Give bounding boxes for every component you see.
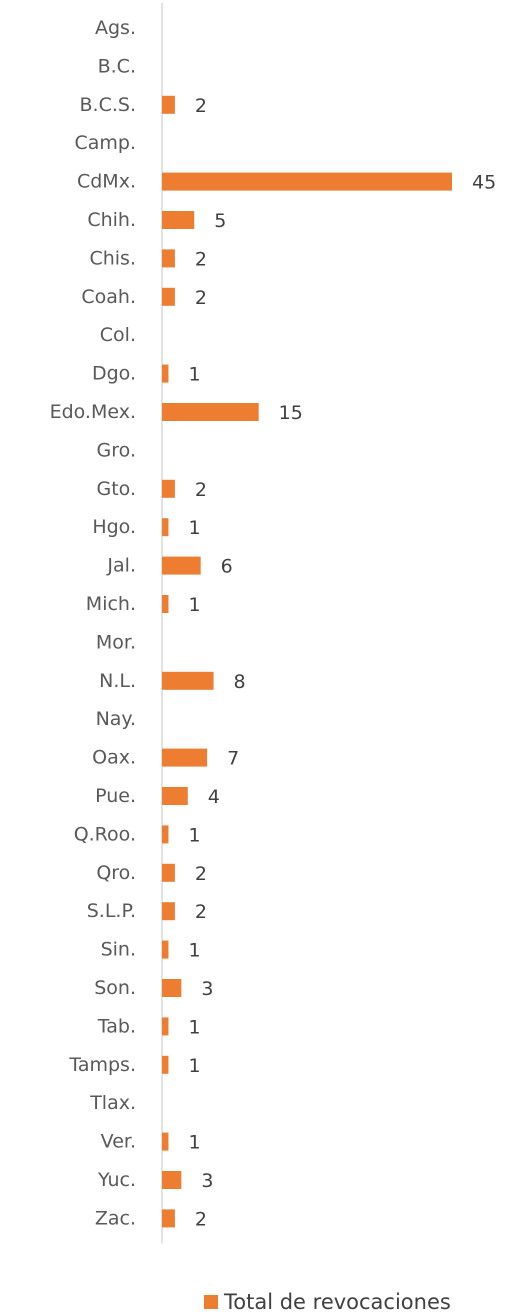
bar-jal xyxy=(162,556,201,575)
value-label-gto: 2 xyxy=(195,479,207,501)
bar-n-l xyxy=(162,671,214,690)
value-label-s-l-p: 2 xyxy=(195,901,207,923)
value-label-n-l: 8 xyxy=(234,671,246,693)
category-label-edo-mex: Edo.Mex. xyxy=(50,401,136,423)
value-label-pue: 4 xyxy=(208,786,220,808)
bar-mich xyxy=(162,595,169,613)
category-label-b-c: B.C. xyxy=(98,55,136,77)
category-label-oax: Oax. xyxy=(92,747,136,769)
category-label-gro: Gro. xyxy=(97,439,136,461)
bar-gto xyxy=(162,479,175,498)
bar-son xyxy=(162,979,182,997)
bar-coah xyxy=(162,287,175,306)
bar-chih xyxy=(162,211,195,229)
category-label-zac: Zac. xyxy=(95,1207,136,1229)
value-label-mich: 1 xyxy=(188,594,200,616)
bar-tab xyxy=(162,1017,169,1036)
category-label-chis: Chis. xyxy=(89,247,136,269)
value-label-jal: 6 xyxy=(221,556,233,578)
value-label-coah: 2 xyxy=(195,287,207,309)
category-label-col: Col. xyxy=(100,324,136,346)
category-label-qro: Qro. xyxy=(96,862,136,884)
bar-q-roo xyxy=(162,825,169,844)
category-label-hgo: Hgo. xyxy=(92,516,136,538)
legend-swatch xyxy=(204,1295,218,1309)
value-label-sin: 1 xyxy=(188,940,200,962)
category-labels: Ags. B.C. B.C.S. Camp. CdMx. Chih. Chis. Coah. C… xyxy=(50,17,136,1229)
value-label-oax: 7 xyxy=(227,748,239,770)
category-label-nay: Nay. xyxy=(96,708,136,730)
category-label-cdmx: CdMx. xyxy=(77,171,136,193)
value-label-ver: 1 xyxy=(188,1132,200,1154)
bar-sin xyxy=(162,940,169,959)
value-label-son: 3 xyxy=(201,978,213,1000)
bar-edo-mex xyxy=(162,403,259,421)
value-label-yuc: 3 xyxy=(201,1170,213,1192)
value-label-chih: 5 xyxy=(214,210,226,232)
category-label-s-l-p: S.L.P. xyxy=(87,900,136,922)
bar-cdmx xyxy=(162,172,452,191)
bar-tamps xyxy=(162,1055,169,1074)
value-label-qro: 2 xyxy=(195,863,207,885)
category-label-sin: Sin. xyxy=(101,939,136,961)
category-label-coah: Coah. xyxy=(81,286,136,308)
bar-dgo xyxy=(162,364,169,383)
bar-b-c-s xyxy=(162,95,175,114)
category-label-camp: Camp. xyxy=(74,132,136,154)
category-label-ver: Ver. xyxy=(101,1131,136,1153)
bar-qro xyxy=(162,863,175,882)
category-label-mich: Mich. xyxy=(86,593,136,615)
category-label-q-roo: Q.Roo. xyxy=(74,823,136,845)
value-label-edo-mex: 15 xyxy=(279,402,303,424)
value-label-hgo: 1 xyxy=(188,517,200,539)
category-label-pue: Pue. xyxy=(95,785,136,807)
value-label-cdmx: 45 xyxy=(472,172,496,194)
category-label-son: Son. xyxy=(94,977,136,999)
value-label-dgo: 1 xyxy=(188,364,200,386)
category-label-dgo: Dgo. xyxy=(92,363,136,385)
value-label-b-c-s: 2 xyxy=(195,95,207,117)
value-label-q-roo: 1 xyxy=(188,824,200,846)
value-label-tab: 1 xyxy=(188,1016,200,1038)
value-label-chis: 2 xyxy=(195,248,207,270)
category-label-gto: Gto. xyxy=(96,478,136,500)
category-label-ags: Ags. xyxy=(95,17,136,39)
category-label-jal: Jal. xyxy=(106,555,136,577)
category-label-tlax: Tlax. xyxy=(89,1092,136,1114)
value-label-tamps: 1 xyxy=(188,1055,200,1077)
bar-hgo xyxy=(162,518,169,537)
legend-label: Total de revocaciones xyxy=(223,1290,451,1314)
bar-chis xyxy=(162,249,175,268)
bar-oax xyxy=(162,748,208,767)
category-label-tab: Tab. xyxy=(97,1015,136,1037)
bars xyxy=(162,95,452,1228)
category-label-yuc: Yuc. xyxy=(97,1169,136,1191)
category-label-mor: Mor. xyxy=(96,631,136,653)
category-label-b-c-s: B.C.S. xyxy=(80,94,136,116)
bar-yuc xyxy=(162,1171,182,1189)
category-label-chih: Chih. xyxy=(87,209,136,231)
category-label-tamps: Tamps. xyxy=(68,1054,136,1076)
bar-zac xyxy=(162,1209,175,1228)
bar-s-l-p xyxy=(162,902,175,921)
bar-pue xyxy=(162,787,188,805)
category-label-n-l: N.L. xyxy=(99,670,136,692)
legend: Total de revocaciones xyxy=(204,1290,451,1314)
bar-ver xyxy=(162,1132,169,1151)
value-label-zac: 2 xyxy=(195,1208,207,1230)
